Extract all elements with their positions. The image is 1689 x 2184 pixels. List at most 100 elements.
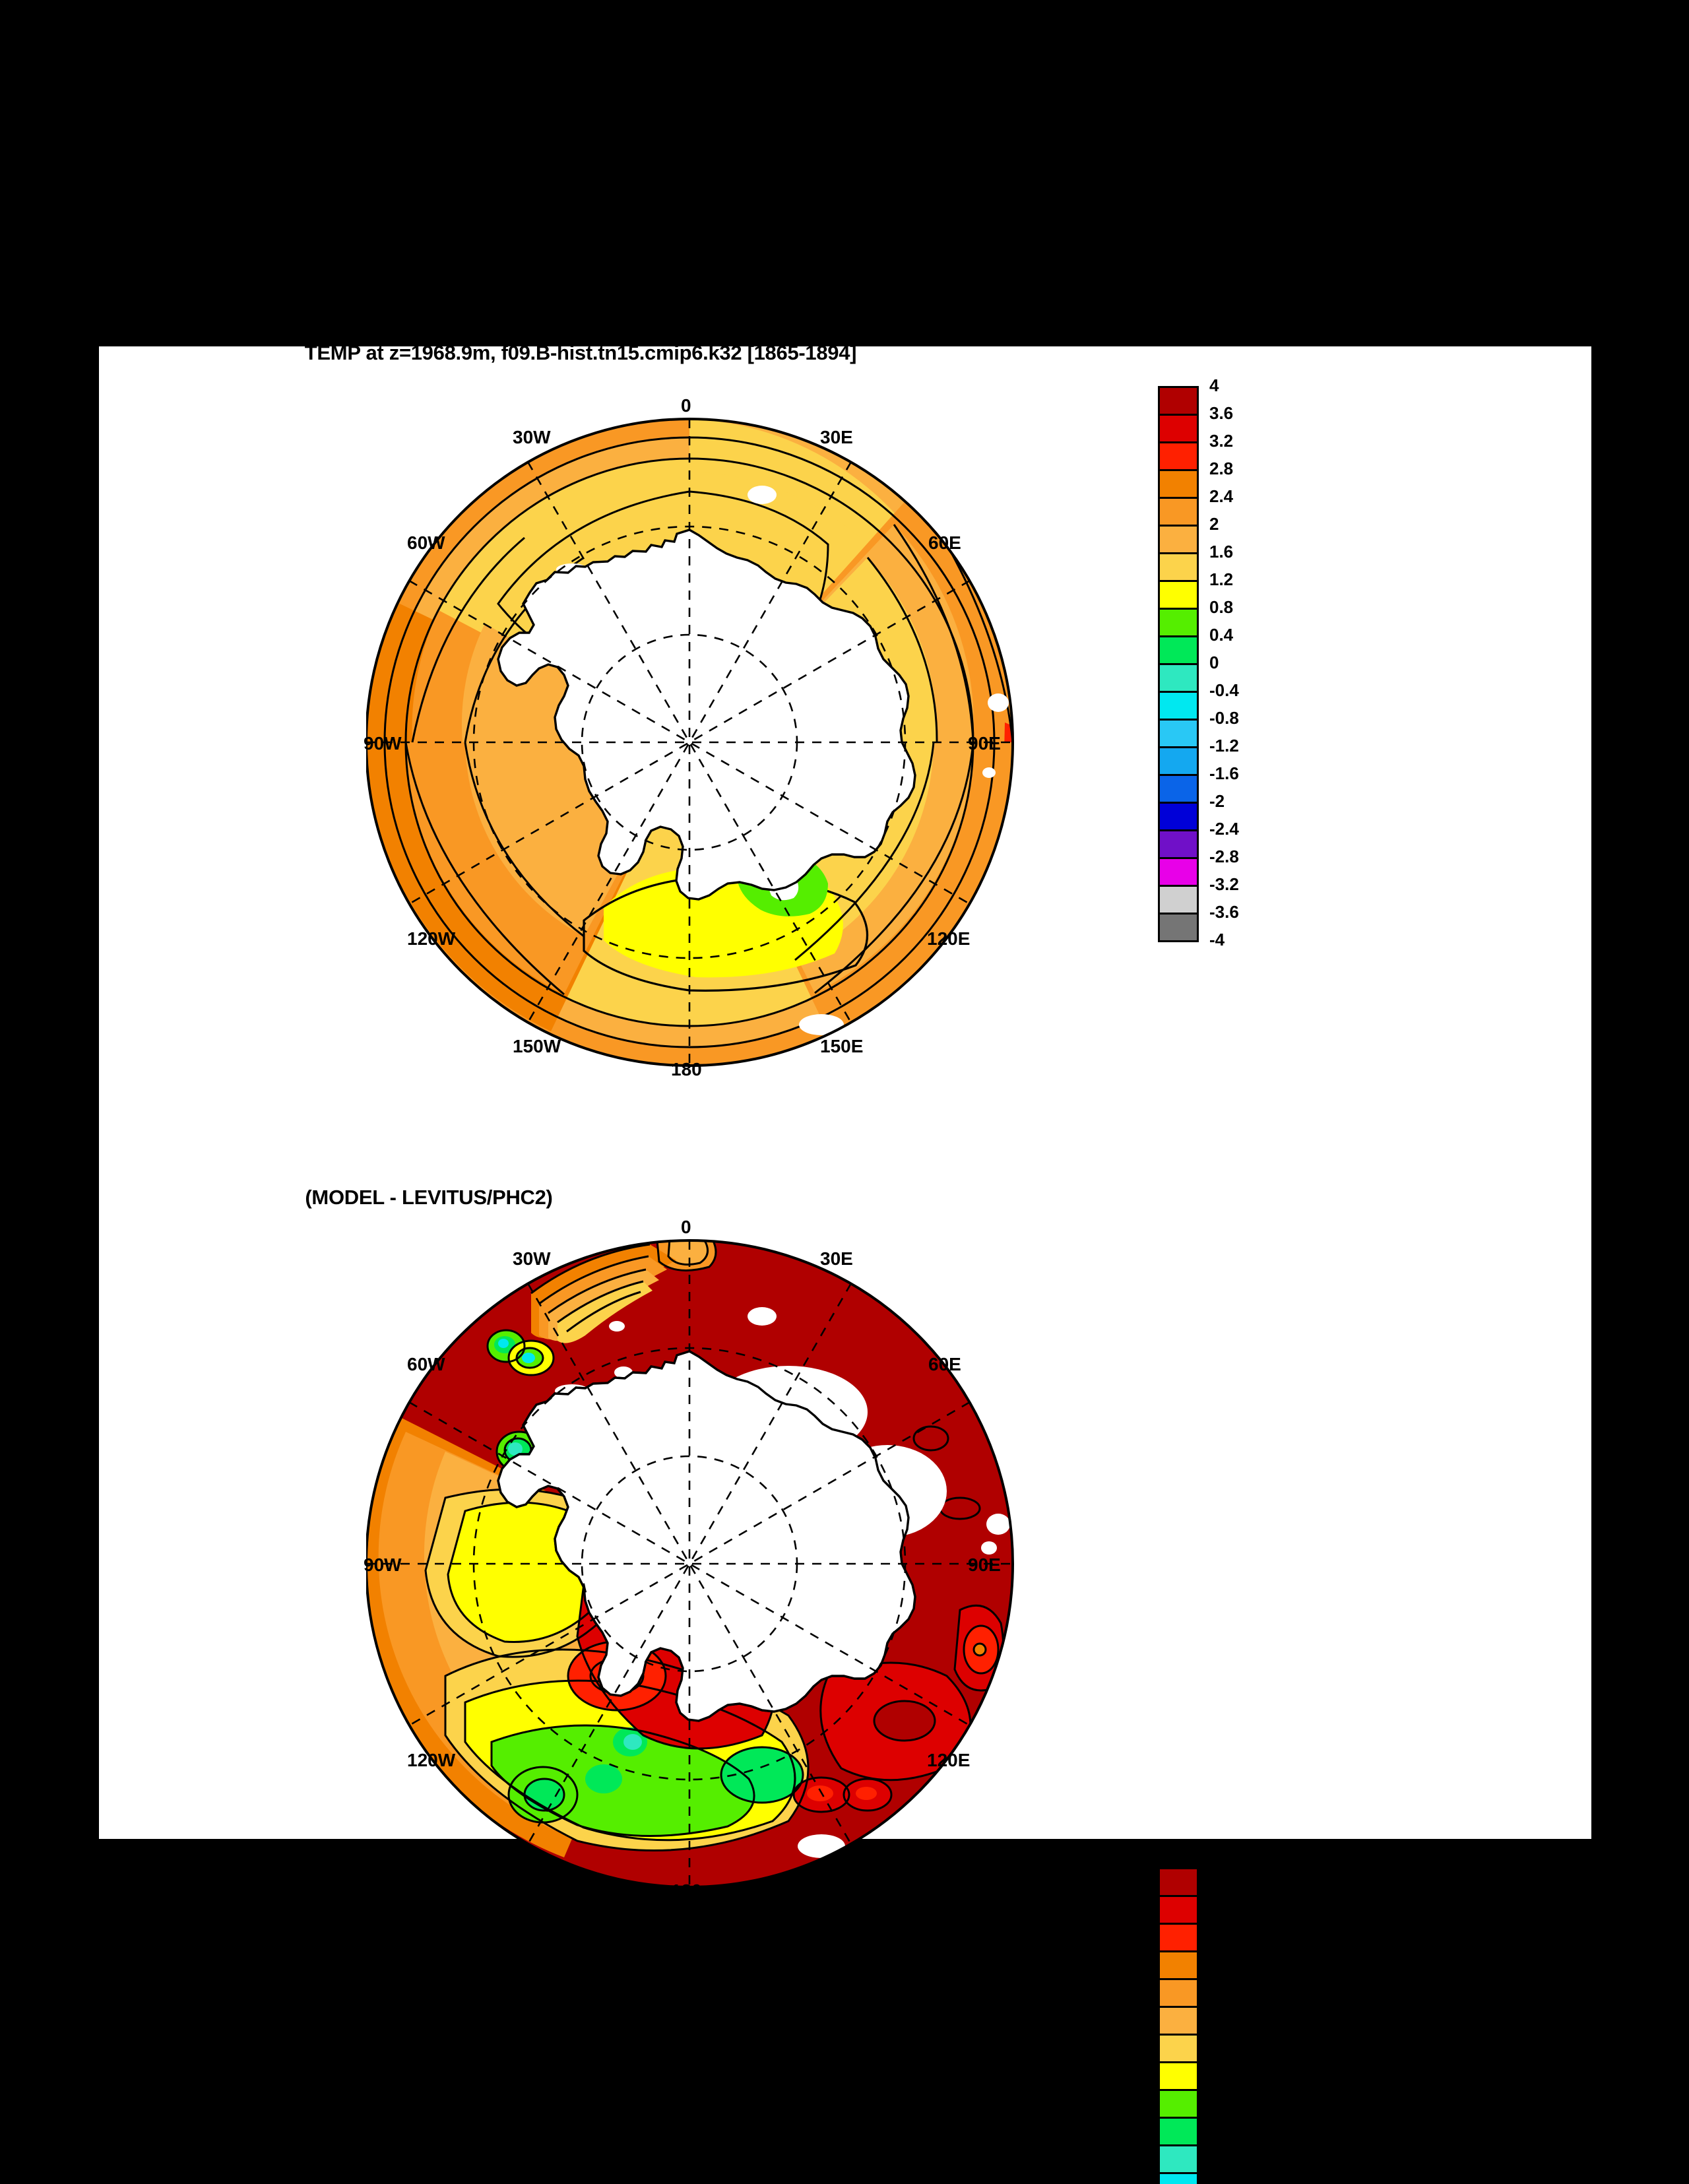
lon-label-120E: 120E <box>927 1750 971 1770</box>
colorbar-tick-label: -0.4 <box>1209 680 1239 700</box>
lon-label-30W: 30W <box>513 427 551 447</box>
lon-label-150W: 150W <box>513 1036 561 1056</box>
colorbar-swatch <box>1158 580 1199 610</box>
lon-label-90W: 90W <box>364 1555 402 1575</box>
map-bottom-svg <box>365 1239 1014 1888</box>
colorbar-tick-label: 1 <box>1209 1857 1219 1877</box>
colorbar-tick-label: -0.1 <box>1209 2162 1239 2181</box>
colorbar-swatch <box>1158 913 1199 942</box>
lon-label-120W: 120W <box>407 1750 456 1770</box>
lon-label-90W: 90W <box>364 733 402 754</box>
colorbar-swatch <box>1158 386 1199 416</box>
colorbar-tick-label: 3.6 <box>1209 403 1234 423</box>
panel-bottom-title: (MODEL - LEVITUS/PHC2) <box>305 1186 553 1209</box>
colorbar-swatch <box>1158 469 1199 499</box>
colorbar-tick-label: 2 <box>1209 514 1219 534</box>
colorbar-swatch <box>1158 497 1199 527</box>
colorbar-swatch <box>1158 2089 1199 2119</box>
lon-label-30E: 30E <box>820 1248 853 1269</box>
lon-label-0: 0 <box>681 1217 691 1237</box>
colorbar-swatch <box>1158 552 1199 582</box>
colorbar-tick-label: 2.8 <box>1209 459 1234 478</box>
figure-canvas: TEMP at z=1968.9m, f09.B-hist.tn15.cmip6… <box>99 341 1591 2184</box>
colorbar-swatch <box>1158 635 1199 665</box>
colorbar-swatch <box>1158 885 1199 915</box>
colorbar-swatch <box>1158 829 1199 859</box>
colorbar-tick-label: 0 <box>1209 2134 1219 2154</box>
colorbar-swatch <box>1158 525 1199 554</box>
panel-bottom: (MODEL - LEVITUS/PHC2) <box>99 1079 1591 2184</box>
lon-label-30W: 30W <box>513 1248 551 1269</box>
colorbar-swatch <box>1158 1978 1199 2008</box>
colorbar-swatch <box>1158 414 1199 443</box>
colorbar-swatch <box>1158 2034 1199 2063</box>
colorbar-tick-label: -3.2 <box>1209 874 1239 894</box>
colorbar-tick-label: 0.4 <box>1209 625 1234 645</box>
colorbar-swatch <box>1158 663 1199 693</box>
lon-label-60W: 60W <box>407 1354 445 1374</box>
panel-top: TEMP at z=1968.9m, f09.B-hist.tn15.cmip6… <box>99 341 1591 1085</box>
colorbar-tick-label: 2.4 <box>1209 486 1234 506</box>
colorbar-tick-label: 1.6 <box>1209 542 1234 562</box>
colorbar-swatch <box>1158 2061 1199 2091</box>
lon-label-150E: 150E <box>820 1036 864 1056</box>
map-bottom: 0 30E 60E 90E 120E 150E 180 150W 120W 90… <box>364 1214 1046 1901</box>
lon-label-150W: 150W <box>513 1857 561 1878</box>
colorbar-tick-label: 0.8 <box>1209 1912 1234 1932</box>
lon-label-120E: 120E <box>927 928 971 949</box>
colorbar-tick-label: 0.1 <box>1209 2106 1234 2126</box>
colorbar-swatch <box>1158 441 1199 471</box>
colorbar-swatch <box>1158 719 1199 748</box>
map-top-boundary <box>365 418 1014 1067</box>
colorbar-tick-label: 3.2 <box>1209 431 1234 451</box>
colorbar-swatch <box>1158 2144 1199 2174</box>
colorbar-swatch <box>1158 774 1199 804</box>
colorbar-swatch <box>1158 608 1199 637</box>
colorbar-swatch <box>1158 1923 1199 1952</box>
colorbar-tick-label: 4 <box>1209 375 1219 395</box>
colorbar-tick-label: 0.5 <box>1209 1995 1234 2015</box>
lon-label-150E: 150E <box>820 1857 864 1878</box>
map-bottom-boundary <box>365 1239 1014 1888</box>
colorbar-tick-label: -2.8 <box>1209 847 1239 866</box>
panel-top-title: TEMP at z=1968.9m, f09.B-hist.tn15.cmip6… <box>304 341 857 364</box>
lon-label-0: 0 <box>681 395 691 416</box>
lon-label-60E: 60E <box>928 1354 961 1374</box>
map-top-field <box>366 419 1013 1066</box>
colorbar-tick-label: 1.2 <box>1209 569 1234 589</box>
colorbar-tick-label: 0.4 <box>1209 2023 1234 2043</box>
colorbar-tick-label: -3.6 <box>1209 902 1239 922</box>
colorbar-swatch <box>1158 1867 1199 1897</box>
colorbar-tick-label: -1.2 <box>1209 736 1239 755</box>
colorbar-tick-label: 0 <box>1209 653 1219 672</box>
lon-label-180: 180 <box>671 1880 702 1901</box>
colorbar-tick-label: 0.6 <box>1209 1968 1234 1987</box>
colorbar-tick-label: -2 <box>1209 791 1225 811</box>
colorbar-tick-label: -0.8 <box>1209 708 1239 728</box>
lon-label-120W: 120W <box>407 928 456 949</box>
colorbar-swatch <box>1158 2006 1199 2036</box>
lon-label-90E: 90E <box>968 1555 1001 1575</box>
map-top-svg <box>365 418 1014 1067</box>
lon-label-30E: 30E <box>820 427 853 447</box>
colorbar-tick-label: -4 <box>1209 930 1225 949</box>
colorbar-swatch <box>1158 802 1199 831</box>
colorbar-tick-label: -1.6 <box>1209 763 1239 783</box>
colorbar-tick-label: 0.9 <box>1209 1884 1234 1904</box>
colorbar-tick-label: 0.3 <box>1209 2051 1234 2071</box>
colorbar-swatch <box>1158 2117 1199 2146</box>
colorbar-swatch <box>1158 857 1199 887</box>
colorbar-swatch <box>1158 691 1199 721</box>
lon-label-180: 180 <box>671 1059 702 1079</box>
colorbar-swatch <box>1158 1950 1199 1980</box>
colorbar-swatch <box>1158 746 1199 776</box>
lon-label-60E: 60E <box>928 532 961 553</box>
colorbar-swatch <box>1158 2172 1199 2184</box>
colorbar-tick-label: 0.2 <box>1209 2078 1234 2098</box>
colorbar-swatch <box>1158 1895 1199 1925</box>
map-bottom-field <box>366 1240 1013 1887</box>
lon-label-60W: 60W <box>407 532 445 553</box>
colorbar-tick-label: 0.8 <box>1209 597 1234 617</box>
lon-label-90E: 90E <box>968 733 1001 754</box>
